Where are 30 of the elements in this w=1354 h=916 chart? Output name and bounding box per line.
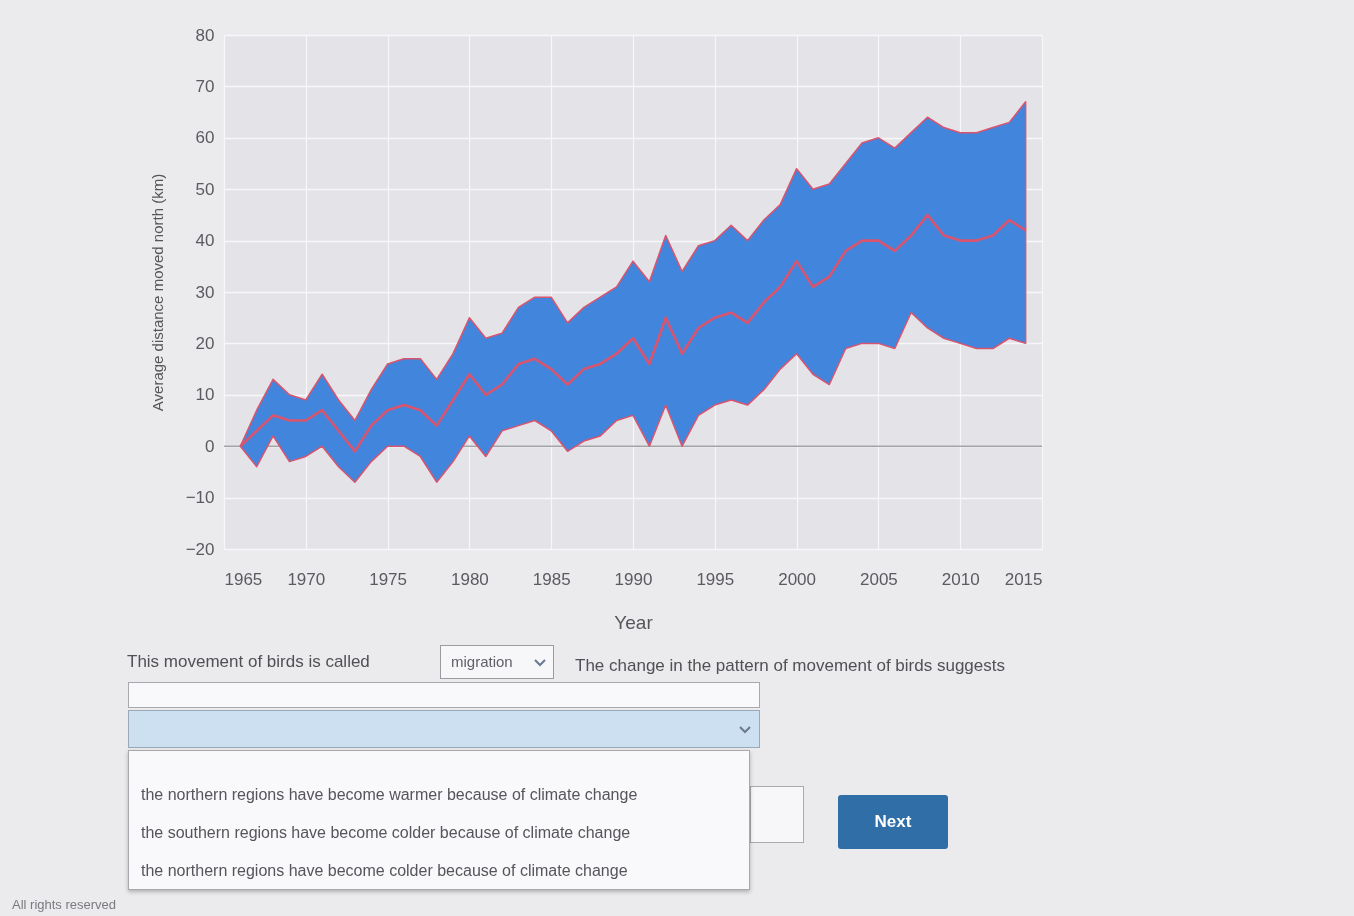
- x-tick-label: 1970: [287, 569, 326, 589]
- y-tick-label: 60: [195, 128, 215, 148]
- y-tick-label: 80: [195, 25, 215, 45]
- y-tick-label: 40: [195, 231, 215, 251]
- x-tick-label: 1990: [614, 569, 653, 589]
- y-tick-label: 20: [195, 333, 215, 353]
- x-tick-label: 1995: [696, 569, 735, 589]
- y-tick-label: 10: [195, 385, 215, 405]
- option-list: the northern regions have become warmer because of climate change the southern regions have become colder because of climate change the northern regions have become colder because of climate change: [128, 750, 750, 890]
- x-tick-label: 1980: [450, 569, 489, 589]
- y-tick-label: 0: [205, 436, 215, 456]
- text: This movement of birds is called: [127, 651, 370, 673]
- x-tick-label: 1985: [532, 569, 571, 589]
- x-tick-label: 2015: [1004, 569, 1043, 589]
- y-tick-label: 70: [195, 76, 215, 96]
- x-axis-title: Year: [614, 611, 654, 633]
- text: The change in the pattern of movement of birds suggests: [575, 655, 1005, 677]
- y-tick-label: 50: [195, 179, 215, 199]
- y-tick-label: −10: [185, 488, 215, 508]
- button: Next: [838, 795, 948, 849]
- y-tick-label: −20: [185, 539, 215, 559]
- x-tick-label: 1965: [224, 569, 263, 589]
- dropdown: migration: [440, 645, 554, 679]
- x-tick-label: 2005: [859, 569, 898, 589]
- x-tick-label: 1975: [369, 569, 408, 589]
- y-axis-title: Average distance moved north (km): [148, 173, 166, 412]
- text: All rights reserved: [12, 897, 117, 913]
- x-tick-label: 2010: [941, 569, 980, 589]
- y-tick-label: 30: [195, 282, 215, 302]
- x-tick-label: 2000: [778, 569, 817, 589]
